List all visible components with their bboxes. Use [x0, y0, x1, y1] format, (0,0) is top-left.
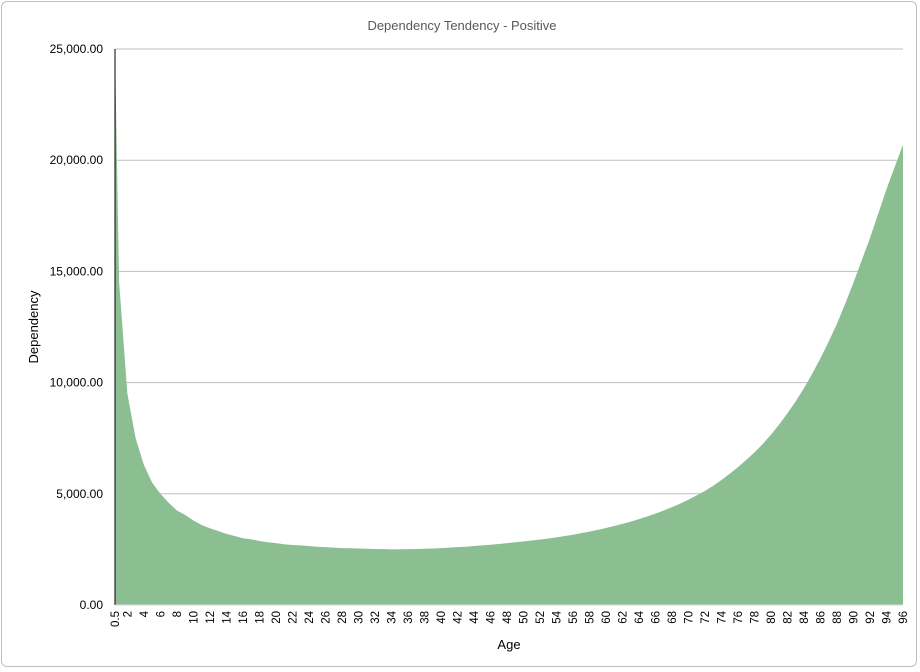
x-tick-label: 36: [403, 611, 415, 624]
x-tick-label: 20: [271, 611, 283, 624]
x-tick-label: 70: [683, 611, 695, 624]
x-tick-label: 26: [320, 611, 332, 624]
x-tick-label: 92: [865, 611, 877, 624]
x-tick-label: 10: [188, 611, 200, 624]
x-tick-label: 82: [782, 611, 794, 624]
x-tick-label: 2: [122, 611, 134, 617]
y-tick-label: 25,000.00: [50, 42, 104, 56]
x-tick-label: 62: [617, 611, 629, 624]
x-tick-label: 84: [799, 610, 811, 623]
x-tick-label: 42: [452, 611, 464, 624]
x-tick-label: 56: [568, 611, 580, 624]
x-tick-label: 96: [898, 611, 910, 624]
y-axis-title: Dependency: [26, 290, 41, 363]
x-tick-label: 94: [882, 610, 894, 623]
x-tick-label: 86: [815, 611, 827, 624]
x-tick-label: 60: [601, 611, 613, 624]
x-tick-label: 0.5: [110, 611, 122, 627]
x-tick-label: 38: [419, 611, 431, 624]
y-tick-labels: 0.00 5,000.00 10,000.00 15,000.00 20,000.00 2…: [50, 42, 104, 612]
x-tick-label: 74: [716, 610, 728, 623]
y-tick-label: 0.00: [80, 598, 104, 612]
x-tick-label: 64: [634, 610, 646, 623]
x-tick-label: 6: [155, 611, 167, 617]
area-series: [115, 49, 903, 605]
x-tick-label: 40: [436, 611, 448, 624]
y-tick-label: 15,000.00: [50, 264, 104, 278]
x-tick-label: 52: [535, 611, 547, 624]
x-tick-label: 58: [584, 611, 596, 624]
x-tick-label: 78: [749, 611, 761, 624]
x-tick-label: 48: [502, 611, 514, 624]
x-tick-label: 54: [551, 610, 563, 623]
x-tick-label: 76: [733, 611, 745, 624]
x-tick-label: 88: [832, 611, 844, 624]
x-tick-label: 80: [766, 611, 778, 624]
y-tick-label: 5,000.00: [56, 487, 103, 501]
x-tick-label: 90: [848, 611, 860, 624]
x-tick-label: 50: [518, 611, 530, 624]
x-tick-label: 32: [370, 611, 382, 624]
x-tick-label: 34: [386, 610, 398, 623]
x-tick-label: 18: [254, 611, 266, 624]
x-axis-title: Age: [497, 637, 520, 652]
x-tick-label: 16: [238, 611, 250, 624]
x-tick-label: 4: [139, 610, 151, 617]
x-tick-label: 24: [304, 610, 316, 623]
x-tick-label: 12: [205, 611, 217, 624]
x-tick-label: 30: [353, 611, 365, 624]
x-tick-label: 66: [650, 611, 662, 624]
x-tick-label: 72: [700, 611, 712, 624]
x-tick-label: 14: [221, 610, 233, 623]
x-tick-label: 22: [287, 611, 299, 624]
x-tick-label: 46: [485, 611, 497, 624]
axes: [114, 49, 903, 606]
y-tick-label: 20,000.00: [50, 153, 104, 167]
chart-title: Dependency Tendency - Positive: [367, 18, 556, 33]
x-tick-labels: 0.5 2 4 6 8 10 12 14 16 18 20 22 24 26 28 30 32 34 36 38 40 4…: [110, 610, 910, 627]
x-tick-label: 8: [172, 611, 184, 617]
x-tick-label: 68: [667, 611, 679, 624]
x-tick-label: 44: [469, 610, 481, 623]
y-tick-label: 10,000.00: [50, 376, 104, 390]
x-tick-label: 28: [337, 611, 349, 624]
